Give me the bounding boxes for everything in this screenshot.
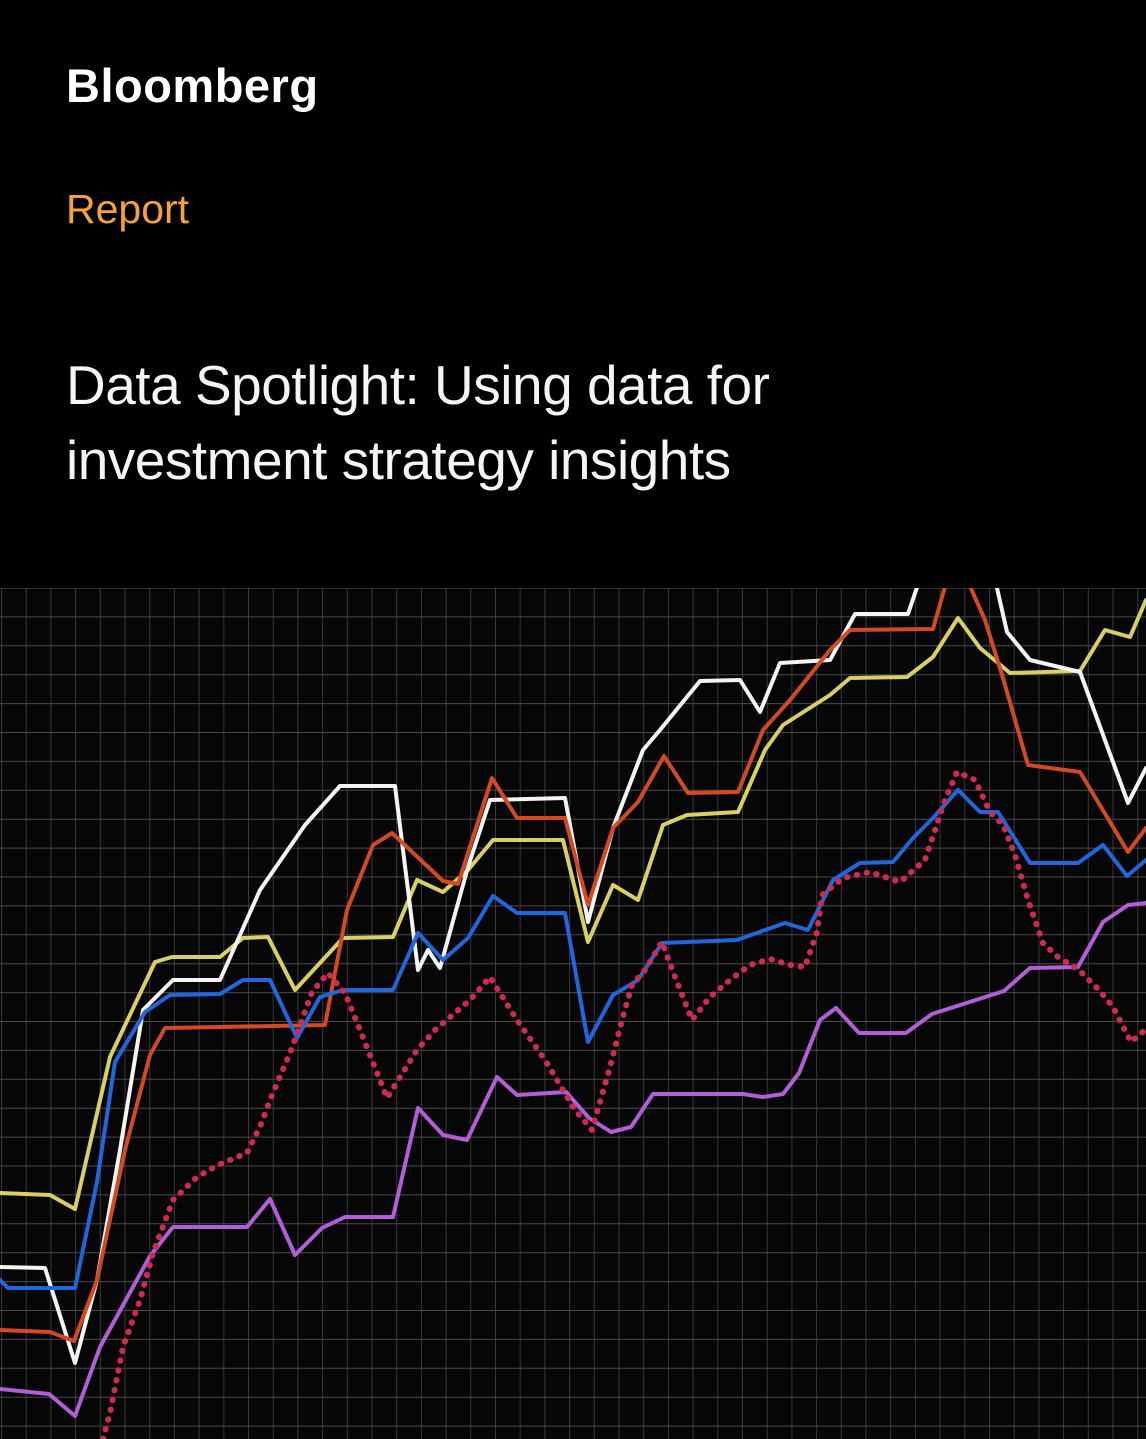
line-series-yellow: [0, 598, 1146, 1211]
bloomberg-logo: Bloomberg: [66, 59, 319, 112]
line-chart-canvas: [0, 588, 1146, 1439]
line-series-dotted-crimson: [100, 769, 1146, 1439]
page-title: Data Spotlight: Using data for investment…: [66, 348, 1046, 498]
report-eyebrow: Report: [66, 186, 190, 232]
grid-vertical-lines: [1, 588, 1139, 1439]
line-series-blue: [0, 788, 1146, 1290]
line-chart: [0, 588, 1146, 1439]
line-series-white: [0, 588, 1146, 1365]
page-title-line1: Data Spotlight: Using data for: [66, 354, 770, 416]
page-title-line2: investment strategy insights: [66, 429, 731, 491]
grid-horizontal-lines: [0, 588, 1146, 1427]
line-series-orange: [0, 588, 1146, 1343]
line-series-purple: [0, 901, 1146, 1418]
